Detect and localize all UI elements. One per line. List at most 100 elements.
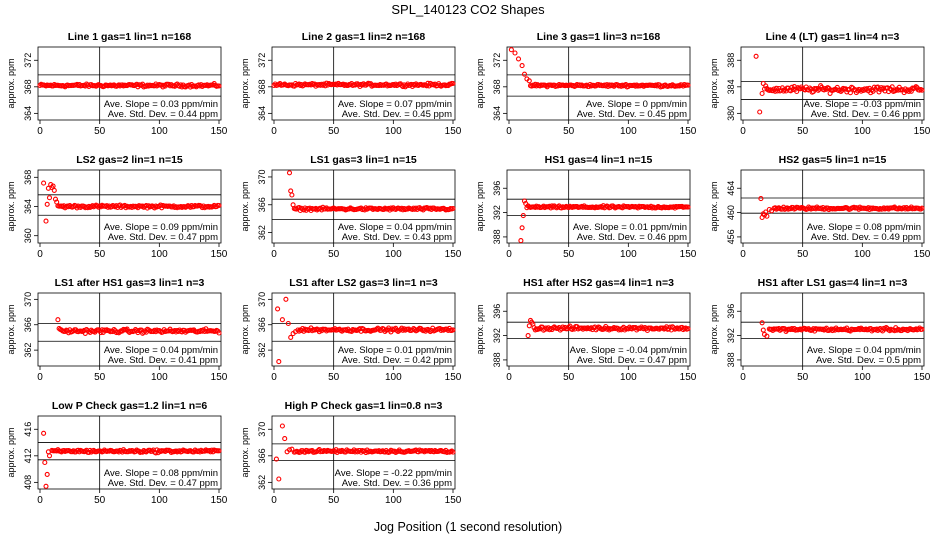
chart-panel: Line 1 gas=1 lin=1 n=168 364 368 372 approx.… xyxy=(6,31,228,137)
x-tick-label: 0 xyxy=(506,372,512,383)
y-axis-label: approx. ppm xyxy=(6,427,16,477)
x-tick-label: 0 xyxy=(37,495,43,506)
panel-title: HS2 gas=5 lin=1 n=15 xyxy=(779,154,887,166)
data-point xyxy=(424,83,430,89)
data-point xyxy=(216,448,222,454)
panel-title: Line 2 gas=1 lin=2 n=168 xyxy=(302,31,426,43)
x-tick-label: 0 xyxy=(740,249,746,260)
y-tick-label: 368 xyxy=(257,79,267,94)
data-point xyxy=(519,225,525,231)
y-tick-label: 396 xyxy=(492,181,502,196)
x-tick-label: 150 xyxy=(211,372,228,383)
std-dev-annotation: Ave. Std. Dev. = 0.41 ppm xyxy=(108,355,218,366)
y-tick-label: 372 xyxy=(23,53,33,68)
data-point xyxy=(216,202,222,209)
data-point xyxy=(512,50,518,56)
std-dev-annotation: Ave. Std. Dev. = 0.43 ppm xyxy=(342,232,452,243)
x-tick-label: 0 xyxy=(506,249,512,260)
data-point xyxy=(519,63,525,69)
std-dev-annotation: Ave. Std. Dev. = 0.47 ppm xyxy=(577,355,687,366)
x-tick-label: 50 xyxy=(563,126,575,137)
chart-panel: LS1 after HS1 gas=3 lin=1 n=3 362 366 370 ap… xyxy=(6,277,228,383)
slope-annotation: Ave. Slope = 0.04 ppm/min xyxy=(338,222,452,233)
y-tick-label: 364 xyxy=(23,199,33,214)
data-point xyxy=(521,71,528,77)
x-tick-label: 150 xyxy=(211,126,228,137)
data-point xyxy=(153,450,159,456)
y-tick-label: 366 xyxy=(257,317,267,332)
data-point xyxy=(515,56,522,62)
y-tick-label: 396 xyxy=(726,304,736,319)
x-tick-label: 0 xyxy=(271,372,277,383)
panel-title: HS1 after HS2 gas=4 lin=1 n=3 xyxy=(523,277,674,289)
data-point xyxy=(50,183,56,189)
y-tick-label: 370 xyxy=(257,292,267,307)
plot-frame xyxy=(37,46,222,121)
y-axis-label: approx. ppm xyxy=(6,304,16,354)
std-dev-annotation: Ave. Std. Dev. = 0.46 ppm xyxy=(811,109,921,120)
panel-title: HS1 after LS1 gas=4 lin=1 n=3 xyxy=(758,277,908,289)
data-point xyxy=(289,446,295,452)
data-point xyxy=(52,196,59,202)
data-point xyxy=(450,327,456,333)
x-tick-label: 50 xyxy=(797,372,809,383)
y-tick-label: 392 xyxy=(726,328,736,343)
y-axis-label: approx. ppm xyxy=(240,304,250,354)
panel-title: LS1 gas=3 lin=1 n=15 xyxy=(310,154,417,166)
slope-annotation: Ave. Slope = 0.08 ppm/min xyxy=(807,222,921,233)
data-point xyxy=(51,187,57,193)
data-point xyxy=(763,83,769,89)
x-tick-label: 100 xyxy=(151,495,168,506)
panel-title: LS2 gas=2 lin=1 n=15 xyxy=(76,154,183,166)
x-tick-label: 100 xyxy=(151,249,168,260)
panel-title: Line 3 gas=1 lin=3 n=168 xyxy=(537,31,661,43)
y-tick-label: 384 xyxy=(726,79,736,94)
data-point xyxy=(919,205,925,211)
y-axis-label: approx. ppm xyxy=(240,181,250,231)
slope-annotation: Ave. Slope = 0.07 ppm/min xyxy=(338,99,452,110)
y-tick-label: 388 xyxy=(492,229,502,244)
slope-annotation: Ave. Slope = 0.08 ppm/min xyxy=(104,468,218,479)
y-axis-label: approx. ppm xyxy=(709,304,719,354)
chart-panel: Line 4 (LT) gas=1 lin=4 n=3 380 384 388 appr… xyxy=(709,31,931,137)
data-point xyxy=(41,430,47,436)
y-tick-label: 366 xyxy=(23,317,33,332)
data-point xyxy=(276,476,282,482)
x-tick-label: 100 xyxy=(385,372,402,383)
x-tick-label: 100 xyxy=(854,249,871,260)
x-tick-label: 0 xyxy=(271,495,277,506)
x-tick-label: 100 xyxy=(854,126,871,137)
y-tick-label: 388 xyxy=(492,352,502,367)
slope-annotation: Ave. Slope = -0.22 ppm/min xyxy=(335,468,452,479)
x-tick-label: 0 xyxy=(740,126,746,137)
y-tick-label: 388 xyxy=(726,352,736,367)
figure-title: SPL_140123 CO2 Shapes xyxy=(391,2,545,17)
y-tick-label: 416 xyxy=(23,422,33,437)
data-point xyxy=(518,238,524,244)
data-point xyxy=(43,483,49,489)
y-axis-label: approx. ppm xyxy=(475,58,485,108)
y-tick-label: 366 xyxy=(257,197,267,212)
y-tick-label: 362 xyxy=(257,225,267,240)
figure-x-axis-label: Jog Position (1 second resolution) xyxy=(374,520,562,534)
data-point xyxy=(760,327,766,333)
std-dev-annotation: Ave. Std. Dev. = 0.47 ppm xyxy=(108,232,218,243)
x-tick-label: 50 xyxy=(94,495,106,506)
x-tick-label: 50 xyxy=(797,126,809,137)
slope-annotation: Ave. Slope = 0.09 ppm/min xyxy=(104,222,218,233)
data-point xyxy=(520,213,526,219)
panel-title: Line 1 gas=1 lin=1 n=168 xyxy=(68,31,192,43)
data-point xyxy=(685,326,691,332)
slope-annotation: Ave. Slope = 0.03 ppm/min xyxy=(104,99,218,110)
data-point xyxy=(919,326,925,332)
data-point xyxy=(288,188,294,194)
plot-frame xyxy=(740,169,925,244)
panel-title: Low P Check gas=1.2 lin=1 n=6 xyxy=(52,400,207,412)
slope-annotation: Ave. Slope = -0.04 ppm/min xyxy=(570,345,687,356)
x-tick-label: 150 xyxy=(680,126,697,137)
y-tick-label: 388 xyxy=(726,53,736,68)
chart-panel: High P Check gas=1 lin=0.8 n=3 362 366 370 a… xyxy=(240,400,462,506)
x-tick-label: 150 xyxy=(445,372,462,383)
y-tick-label: 360 xyxy=(23,228,33,243)
data-point xyxy=(685,82,691,88)
